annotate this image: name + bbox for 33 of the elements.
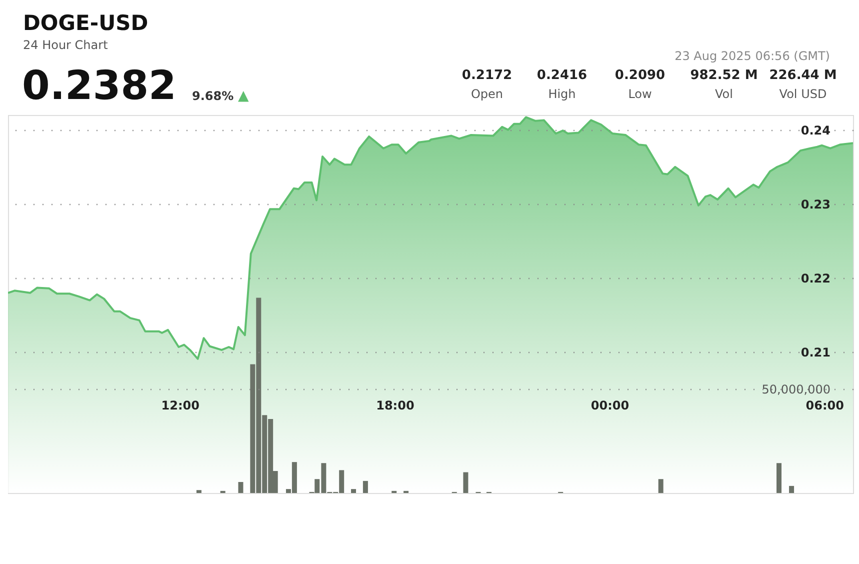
y-tick-label: 0.22 [800, 272, 830, 286]
text: Vol [715, 87, 733, 101]
bar [238, 482, 244, 493]
text: 9.68% [192, 89, 234, 103]
text: High [548, 87, 576, 101]
x-tick-label: 00:00 [590, 398, 630, 412]
text: 982.52 M [690, 68, 758, 83]
x-tick-label: 12:00 [161, 398, 200, 412]
text: 0.2416 [536, 68, 588, 83]
bar [789, 486, 794, 493]
y2-tick-label: 50,000,000 [762, 382, 830, 397]
bar [351, 489, 356, 493]
text: Vol USD [779, 87, 827, 101]
text: ▲ [238, 88, 249, 104]
y-tick-label: 0.23 [800, 197, 830, 212]
y-tick-label: 0.24 [800, 123, 830, 138]
y-tick-label: 0.21 [800, 346, 830, 360]
text: 23 Aug 2025 06:56 (GMT) [674, 49, 830, 63]
text: Open [470, 87, 504, 101]
bar [196, 490, 202, 493]
bar [776, 463, 782, 493]
x-tick-label: 18:00 [376, 398, 414, 412]
text: 0.2382 [22, 63, 176, 109]
text: 0.2090 [614, 68, 666, 83]
bar [463, 472, 468, 493]
x-tick-label: 06:00 [806, 398, 844, 412]
chart-title: DOGE-USD [23, 11, 148, 35]
text: 226.44 M [769, 68, 837, 83]
chart-subtitle: 24 Hour Chart [23, 38, 108, 52]
bar [362, 480, 368, 493]
text: 0.2172 [462, 68, 512, 83]
bar [658, 479, 664, 493]
text: Low [628, 87, 652, 101]
